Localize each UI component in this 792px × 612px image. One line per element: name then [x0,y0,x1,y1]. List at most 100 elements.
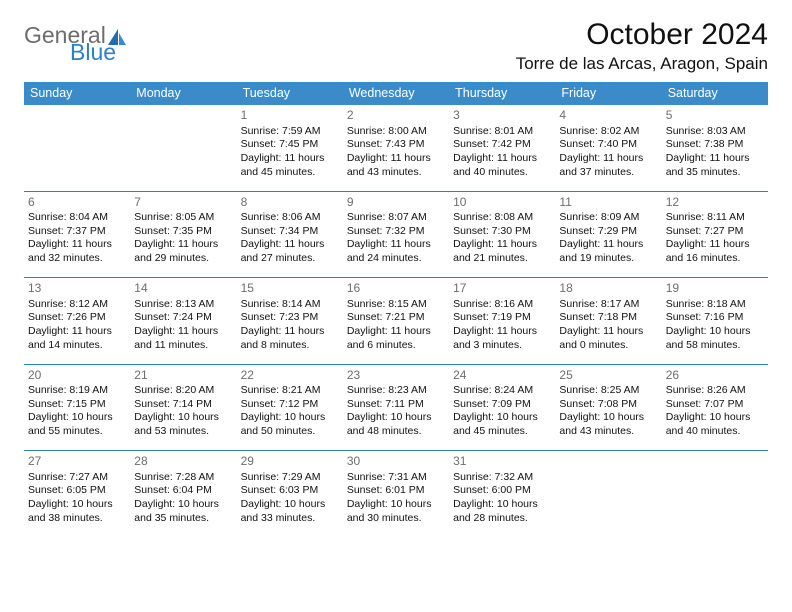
sunrise-text: Sunrise: 8:05 AM [134,211,232,225]
calendar-cell: 25Sunrise: 8:25 AMSunset: 7:08 PMDayligh… [555,365,661,451]
sunset-text: Sunset: 7:23 PM [241,311,339,325]
sunrise-text: Sunrise: 8:09 AM [559,211,657,225]
sunrise-text: Sunrise: 8:02 AM [559,125,657,139]
calendar-cell: 30Sunrise: 7:31 AMSunset: 6:01 PMDayligh… [343,451,449,537]
day-number: 16 [347,281,445,297]
daylight-text: Daylight: 10 hours [453,498,551,512]
location-label: Torre de las Arcas, Aragon, Spain [516,54,768,74]
sunrise-text: Sunrise: 8:15 AM [347,298,445,312]
daylight-text: Daylight: 10 hours [347,498,445,512]
calendar-cell: 24Sunrise: 8:24 AMSunset: 7:09 PMDayligh… [449,365,555,451]
sunrise-text: Sunrise: 7:31 AM [347,471,445,485]
day-number: 5 [666,108,764,124]
calendar-cell: 20Sunrise: 8:19 AMSunset: 7:15 PMDayligh… [24,365,130,451]
calendar-cell: 21Sunrise: 8:20 AMSunset: 7:14 PMDayligh… [130,365,236,451]
daylight-text: Daylight: 10 hours [241,411,339,425]
sunset-text: Sunset: 7:37 PM [28,225,126,239]
calendar-cell: 15Sunrise: 8:14 AMSunset: 7:23 PMDayligh… [237,278,343,364]
sunset-text: Sunset: 7:32 PM [347,225,445,239]
daylight-text: and 45 minutes. [453,425,551,439]
calendar-cell: 6Sunrise: 8:04 AMSunset: 7:37 PMDaylight… [24,192,130,278]
day-number: 29 [241,454,339,470]
daylight-text: and 30 minutes. [347,512,445,526]
day-number: 17 [453,281,551,297]
calendar-header-row: SundayMondayTuesdayWednesdayThursdayFrid… [24,82,768,105]
calendar-cell: 11Sunrise: 8:09 AMSunset: 7:29 PMDayligh… [555,192,661,278]
sunrise-text: Sunrise: 7:32 AM [453,471,551,485]
sunset-text: Sunset: 7:07 PM [666,398,764,412]
calendar-cell: 2Sunrise: 8:00 AMSunset: 7:43 PMDaylight… [343,105,449,191]
calendar-cell: 27Sunrise: 7:27 AMSunset: 6:05 PMDayligh… [24,451,130,537]
daylight-text: Daylight: 11 hours [134,238,232,252]
daylight-text: Daylight: 11 hours [666,152,764,166]
sunset-text: Sunset: 7:14 PM [134,398,232,412]
day-number: 14 [134,281,232,297]
calendar-week: 20Sunrise: 8:19 AMSunset: 7:15 PMDayligh… [24,365,768,451]
calendar-cell: 7Sunrise: 8:05 AMSunset: 7:35 PMDaylight… [130,192,236,278]
daylight-text: and 50 minutes. [241,425,339,439]
daylight-text: and 53 minutes. [134,425,232,439]
sunrise-text: Sunrise: 8:18 AM [666,298,764,312]
day-number: 7 [134,195,232,211]
daylight-text: and 48 minutes. [347,425,445,439]
daylight-text: Daylight: 10 hours [28,498,126,512]
daylight-text: and 0 minutes. [559,339,657,353]
sunset-text: Sunset: 7:42 PM [453,138,551,152]
calendar-cell: 13Sunrise: 8:12 AMSunset: 7:26 PMDayligh… [24,278,130,364]
daylight-text: and 45 minutes. [241,166,339,180]
day-number: 4 [559,108,657,124]
day-number: 21 [134,368,232,384]
daylight-text: Daylight: 11 hours [559,238,657,252]
sunrise-text: Sunrise: 8:14 AM [241,298,339,312]
daylight-text: and 40 minutes. [453,166,551,180]
day-number: 2 [347,108,445,124]
sunset-text: Sunset: 6:01 PM [347,484,445,498]
daylight-text: and 43 minutes. [559,425,657,439]
sunset-text: Sunset: 7:30 PM [453,225,551,239]
calendar-cell: 1Sunrise: 7:59 AMSunset: 7:45 PMDaylight… [237,105,343,191]
sunrise-text: Sunrise: 8:26 AM [666,384,764,398]
sunrise-text: Sunrise: 8:25 AM [559,384,657,398]
sunrise-text: Sunrise: 7:59 AM [241,125,339,139]
daylight-text: and 35 minutes. [134,512,232,526]
sunset-text: Sunset: 7:27 PM [666,225,764,239]
daylight-text: and 21 minutes. [453,252,551,266]
daylight-text: and 38 minutes. [28,512,126,526]
daylight-text: and 40 minutes. [666,425,764,439]
daylight-text: Daylight: 11 hours [241,152,339,166]
daylight-text: Daylight: 10 hours [347,411,445,425]
sunrise-text: Sunrise: 8:06 AM [241,211,339,225]
daylight-text: and 6 minutes. [347,339,445,353]
day-number: 20 [28,368,126,384]
daylight-text: Daylight: 11 hours [347,152,445,166]
sunset-text: Sunset: 7:09 PM [453,398,551,412]
daylight-text: and 35 minutes. [666,166,764,180]
day-header: Sunday [24,82,130,105]
daylight-text: Daylight: 11 hours [241,238,339,252]
daylight-text: and 29 minutes. [134,252,232,266]
sunset-text: Sunset: 7:26 PM [28,311,126,325]
calendar-cell: 28Sunrise: 7:28 AMSunset: 6:04 PMDayligh… [130,451,236,537]
day-number: 18 [559,281,657,297]
sunset-text: Sunset: 6:00 PM [453,484,551,498]
sunrise-text: Sunrise: 8:19 AM [28,384,126,398]
day-number: 13 [28,281,126,297]
daylight-text: Daylight: 11 hours [453,325,551,339]
sunset-text: Sunset: 7:43 PM [347,138,445,152]
calendar-cell: 17Sunrise: 8:16 AMSunset: 7:19 PMDayligh… [449,278,555,364]
daylight-text: Daylight: 10 hours [559,411,657,425]
day-number: 27 [28,454,126,470]
sunrise-text: Sunrise: 8:17 AM [559,298,657,312]
sunset-text: Sunset: 7:12 PM [241,398,339,412]
daylight-text: Daylight: 10 hours [241,498,339,512]
sunrise-text: Sunrise: 8:21 AM [241,384,339,398]
header: General Blue October 2024 Torre de las A… [24,18,768,74]
sunrise-text: Sunrise: 8:20 AM [134,384,232,398]
daylight-text: Daylight: 11 hours [559,152,657,166]
calendar-cell: 9Sunrise: 8:07 AMSunset: 7:32 PMDaylight… [343,192,449,278]
calendar-week: 1Sunrise: 7:59 AMSunset: 7:45 PMDaylight… [24,105,768,191]
day-number: 6 [28,195,126,211]
daylight-text: and 19 minutes. [559,252,657,266]
day-number: 24 [453,368,551,384]
day-number: 19 [666,281,764,297]
